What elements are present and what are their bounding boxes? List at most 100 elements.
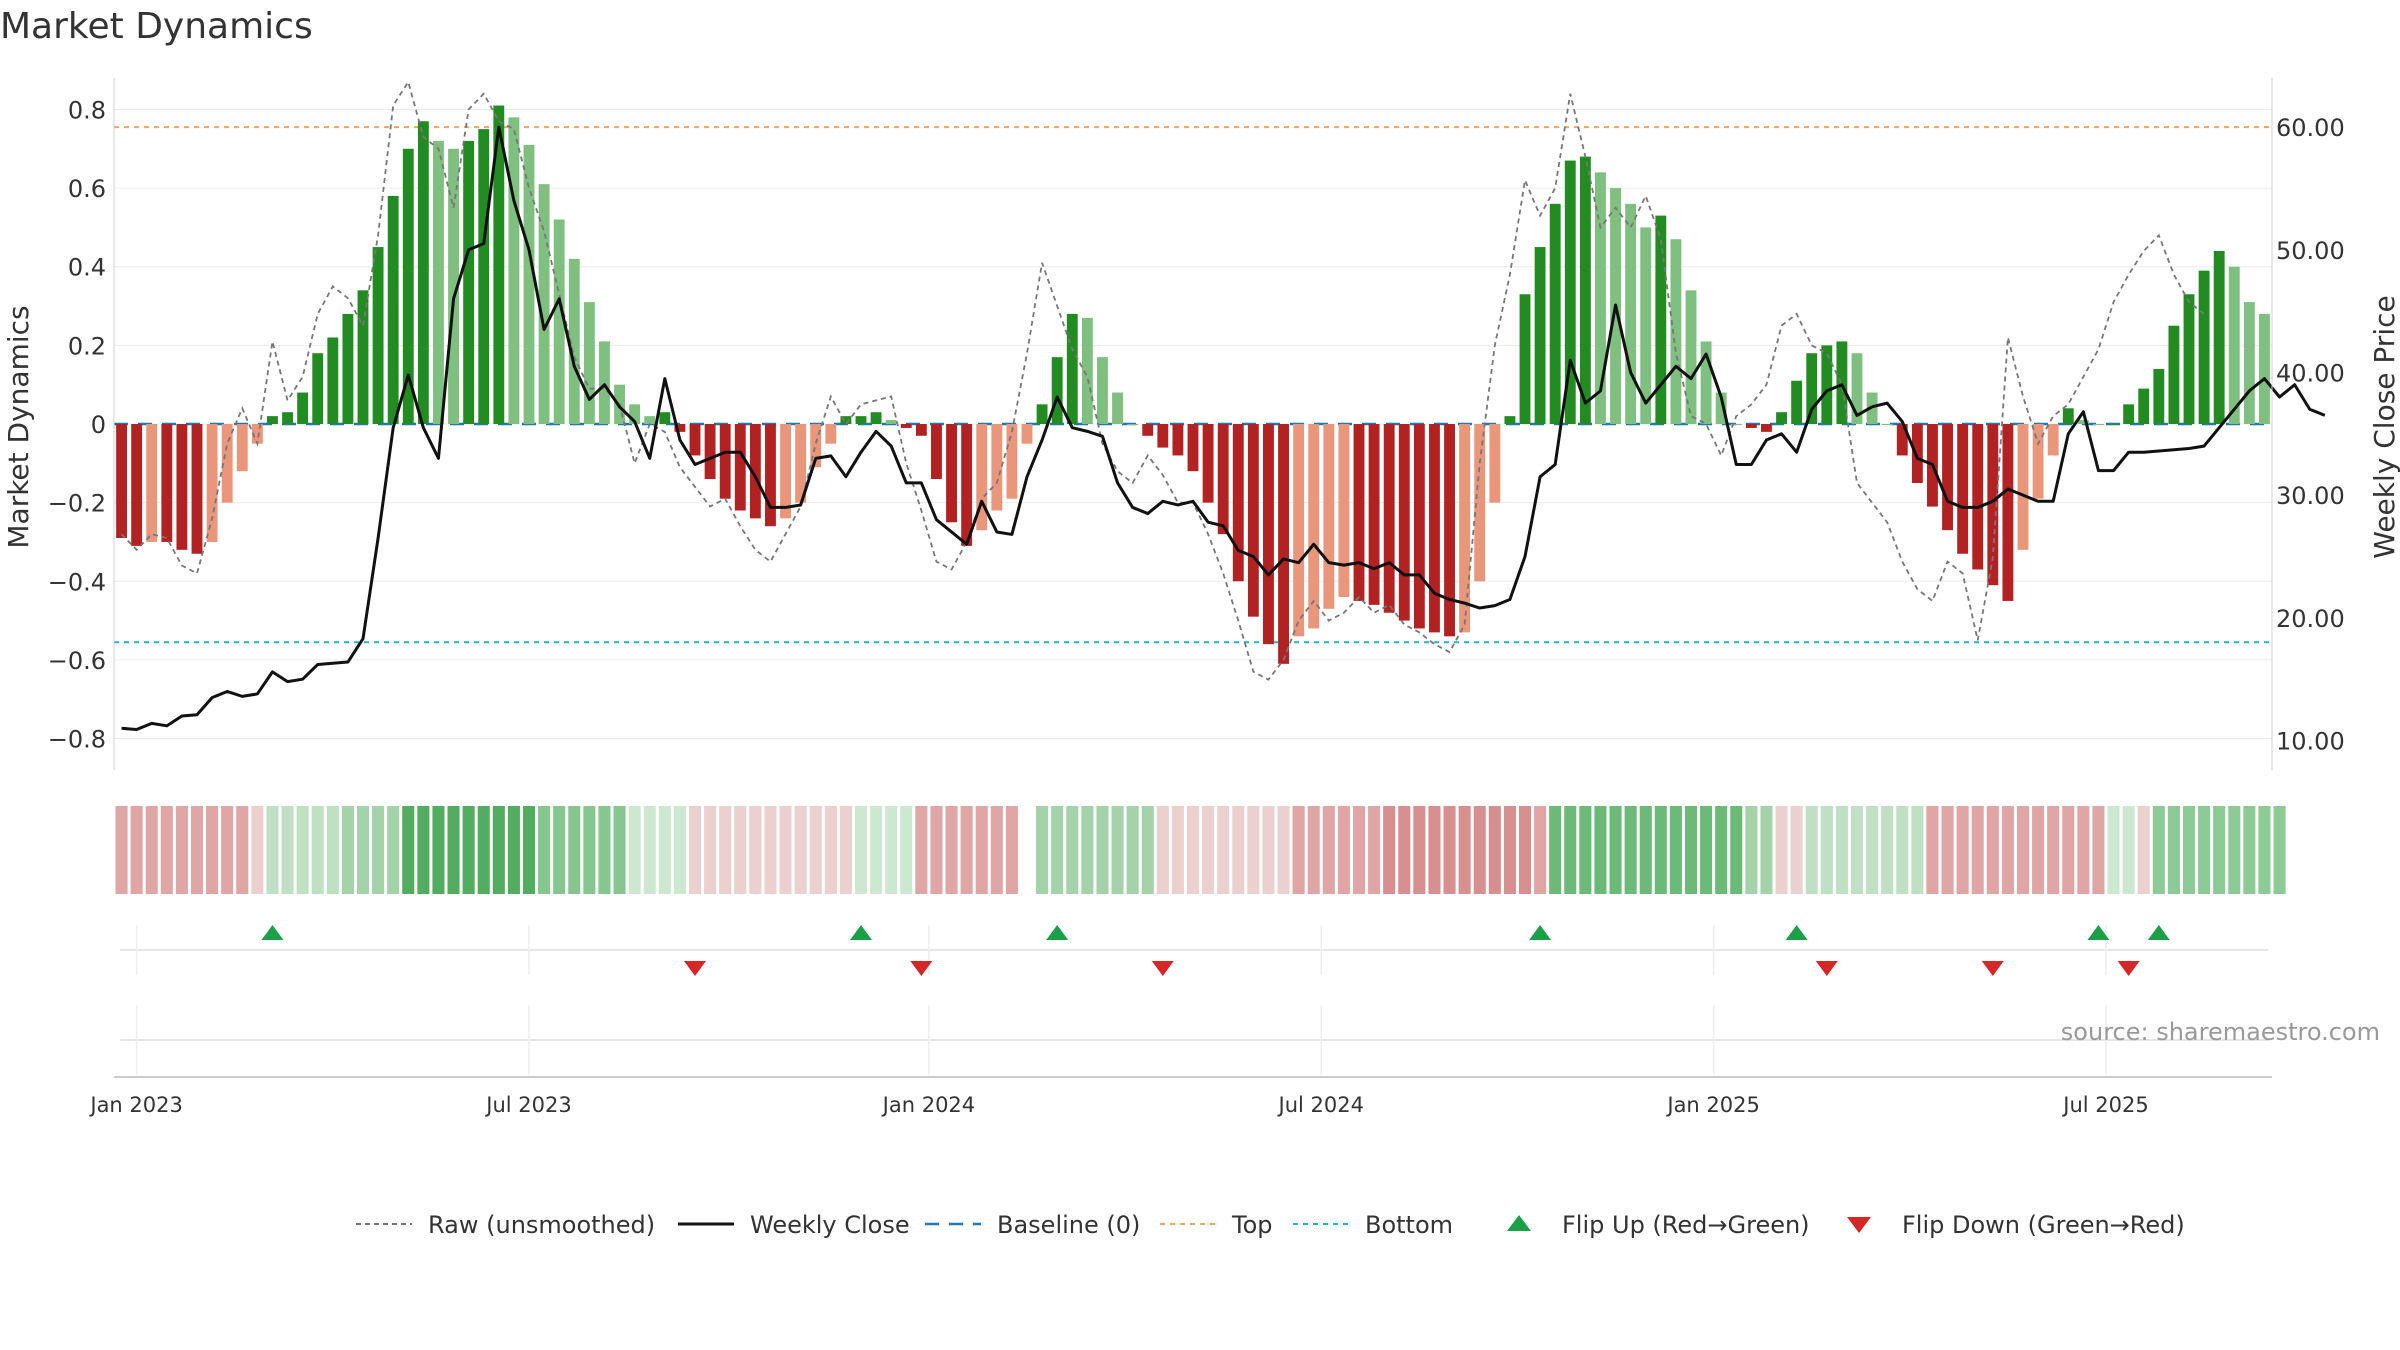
bar [1549,203,1561,424]
strip-cell [1835,806,1848,894]
strip-cell [960,806,973,894]
legend: Raw (unsmoothed) Weekly Close Baseline (0)… [356,1211,2185,1239]
bar [523,144,535,424]
bar [1278,424,1289,664]
bar [840,416,852,424]
y-tick-label: −0.2 [48,490,106,518]
bar [2168,325,2180,424]
bar [780,424,791,519]
bar [810,424,822,468]
flip-up-marker [850,925,872,940]
strip-cell [643,806,656,894]
y-tick-label: −0.4 [48,568,106,596]
y-tick-label: 0.8 [68,96,106,124]
bar [1957,424,1969,554]
bar [2123,404,2135,424]
strip-cell [1639,806,1652,894]
bar [2228,266,2240,424]
strip-cell [387,806,400,894]
y-tick-label: −0.6 [48,647,106,675]
strip-cell [281,806,294,894]
strip-cell [719,806,732,894]
bar [191,424,203,554]
weekly-close-line [121,125,2326,732]
strip-cell [1730,806,1743,894]
bar [1776,412,1787,424]
strip-cell [356,806,370,894]
bar [402,148,414,425]
strip-cell [1715,806,1728,894]
bar [1097,357,1108,424]
strip-cell [1986,806,1999,894]
bar [357,290,369,424]
bar [583,302,595,424]
strip-cell [658,806,671,894]
bar [342,313,354,424]
strip-cell [2273,806,2286,894]
strip-cell [1383,806,1396,894]
strip-cell [1217,806,1230,894]
strip-cell [115,806,128,894]
bar [553,219,565,424]
bar [1006,424,1018,499]
strip-cell [1186,806,1200,894]
bar [1911,424,1923,483]
bar [1519,294,1531,424]
bar [1836,341,1848,424]
strip-cell [885,806,898,894]
bar [1202,424,1214,503]
strip-cell [1292,806,1305,894]
strip-cell [492,806,505,894]
bar [961,424,973,546]
strip-cell [945,806,958,894]
y2-tick-label: 40.00 [2276,359,2345,387]
strip-cell [1171,806,1184,894]
bar [478,129,490,424]
strip-cell [1700,806,1713,894]
strip-cell [2092,806,2105,894]
strip-cell [809,806,822,894]
y2-tick-label: 10.00 [2276,728,2345,756]
legend-item-bottom: Bottom [1293,1211,1453,1239]
bar [1806,353,1818,424]
legend-label: Bottom [1365,1211,1453,1239]
bar [1247,424,1259,617]
bar [2183,294,2195,424]
bar [734,424,746,511]
bar [1987,424,1999,586]
strip-cell [1111,806,1124,894]
bar [2138,388,2150,424]
strip-cell [794,806,807,894]
strip-cell [598,806,611,894]
bar [2062,408,2074,424]
strip-cell [2152,806,2165,894]
strip-cell [734,806,747,894]
strip-cell [522,806,536,894]
flip-up-marker [2087,925,2110,940]
bar [131,424,143,546]
strip-cell [206,806,219,894]
bar [1655,215,1667,424]
x-tick-label: Jul 2023 [484,1093,571,1117]
flip-down-marker [1151,961,1174,976]
strip-cell [447,806,460,894]
x-tick-label: Jan 2025 [1665,1093,1760,1117]
strip-cell [1594,806,1607,894]
strip-cell [402,806,415,894]
bar [1564,160,1576,424]
bar [1383,424,1395,613]
strip-cell [900,806,913,894]
y-tick-label: 0.6 [68,175,106,203]
bar [312,353,324,424]
bar [1308,424,1320,629]
bar [493,105,505,424]
bar [146,424,158,542]
bar [2108,424,2119,425]
strip-cell [930,806,943,894]
bar [2017,424,2029,550]
bar [267,416,278,424]
strip-cell [915,806,928,894]
strip-cell [1307,806,1320,894]
chart-title: Market Dynamics [0,6,313,47]
bar [1353,424,1365,601]
